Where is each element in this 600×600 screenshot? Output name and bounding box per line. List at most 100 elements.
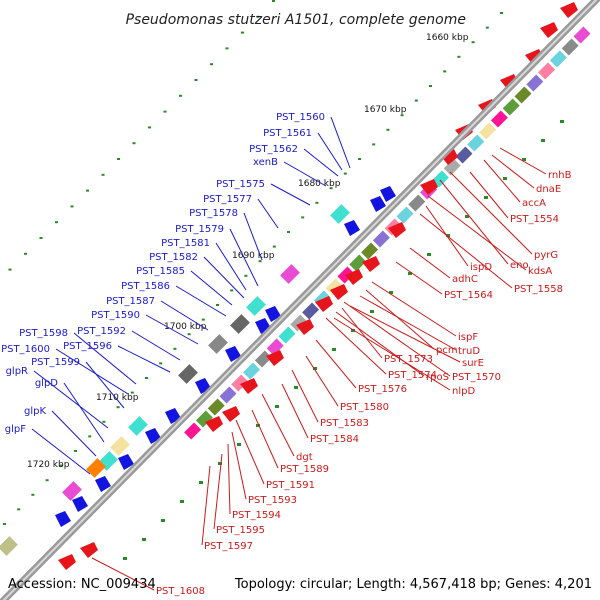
tick-dot xyxy=(560,120,564,123)
feature-band xyxy=(325,278,343,296)
feature-band xyxy=(396,206,414,224)
right-leader-line xyxy=(349,305,461,363)
left-gene-label: PST_1600 xyxy=(1,344,50,355)
feature-band xyxy=(195,410,213,428)
feature-box xyxy=(62,481,82,501)
left-gene-label: PST_1599 xyxy=(31,357,80,368)
forward-gene-arrow xyxy=(222,406,240,422)
left-gene-label: PST_1596 xyxy=(63,341,112,352)
tick-dot xyxy=(55,221,58,224)
feature-band xyxy=(431,170,449,188)
feature-box xyxy=(0,536,18,556)
right-leader-line xyxy=(395,261,443,295)
tick-dot xyxy=(427,253,431,256)
right-leader-line xyxy=(427,195,527,271)
left-leader-line xyxy=(117,345,171,373)
left-leader-line xyxy=(175,285,227,317)
tick-dot xyxy=(132,142,136,145)
right-gene-label: PST_1570 xyxy=(452,372,501,383)
tick-dot xyxy=(343,172,347,175)
tick-dot xyxy=(287,231,290,233)
right-gene-label: rpoS xyxy=(426,372,449,383)
right-gene-label: PST_1583 xyxy=(320,418,369,429)
right-gene-label: truD xyxy=(458,346,480,357)
annotation-layer: 1660 kbp 1670 kbp 1680 kbp 1690 kbp 1700 kbp… xyxy=(1,33,572,597)
right-leader-line xyxy=(325,317,387,375)
feature-band xyxy=(549,50,567,68)
left-leader-line xyxy=(303,148,339,177)
tick-dot xyxy=(541,139,545,142)
forward-gene-arrow xyxy=(315,296,333,312)
tick-dot xyxy=(45,479,49,482)
feature-box xyxy=(246,296,266,316)
tick-dot xyxy=(370,310,374,313)
feature-band xyxy=(467,134,485,152)
right-leader-line xyxy=(359,295,457,351)
right-gene-label: PST_1584 xyxy=(310,434,359,445)
feature-band xyxy=(231,374,249,392)
tick-dot xyxy=(408,272,412,275)
tick-dot xyxy=(485,26,489,29)
left-leader-line xyxy=(283,161,327,187)
forward-gene-arrow xyxy=(440,149,458,165)
right-gene-label: PST_1591 xyxy=(266,480,315,491)
right-gene-label: pyrG xyxy=(534,250,558,261)
tick-dot xyxy=(358,158,361,160)
right-leader-line xyxy=(439,179,509,265)
feature-tracks xyxy=(0,0,591,570)
feature-box xyxy=(128,416,148,436)
left-leader-line xyxy=(145,314,199,345)
right-gene-label: surE xyxy=(462,358,484,369)
map-title: Pseudomonas stutzeri A1501, complete gen… xyxy=(126,12,466,28)
tick-dot xyxy=(429,85,432,87)
left-leader-line xyxy=(190,270,233,306)
tick-dot xyxy=(241,31,244,34)
tick-dot xyxy=(272,0,275,2)
forward-gene-arrow xyxy=(266,350,284,366)
forward-gene-arrow xyxy=(240,378,258,394)
forward-gene-arrow xyxy=(500,74,518,90)
right-leader-line xyxy=(213,453,223,530)
reverse-gene-arrow xyxy=(370,196,386,212)
accession-label: Accession: NC_009434 xyxy=(8,577,156,592)
right-gene-label: PST_1573 xyxy=(384,354,433,365)
tick-dot xyxy=(70,205,74,208)
genome-summary: Topology: circular; Length: 4,567,418 bp… xyxy=(234,577,592,592)
feature-band xyxy=(290,314,308,332)
tick-dot xyxy=(180,500,184,503)
left-leader-line xyxy=(73,332,137,385)
left-gene-label: glpK xyxy=(24,406,46,417)
left-leader-line xyxy=(317,132,343,171)
tick-dot xyxy=(17,508,21,511)
right-leader-line xyxy=(281,383,309,439)
kbp-tick-label: 1710 kbp xyxy=(96,393,139,403)
reverse-gene-arrow xyxy=(265,306,281,322)
left-leader-line xyxy=(55,348,129,395)
feature-band xyxy=(184,422,202,440)
tick-dot xyxy=(148,126,151,129)
tick-dot xyxy=(59,464,63,467)
forward-gene-arrow xyxy=(58,554,76,570)
tick-dot xyxy=(244,274,248,277)
right-gene-label: adhC xyxy=(452,274,478,285)
tick-dot xyxy=(389,291,393,294)
left-leader-line xyxy=(31,428,91,475)
right-leader-line xyxy=(409,247,451,279)
tick-dot xyxy=(500,12,503,14)
reverse-gene-arrow xyxy=(380,186,396,202)
kbp-tick-label: 1700 kbp xyxy=(164,322,207,332)
tick-dot xyxy=(400,114,404,117)
left-leader-line xyxy=(330,116,351,169)
tick-dot xyxy=(230,289,234,292)
feature-band xyxy=(502,98,520,116)
right-gene-label: PST_1593 xyxy=(248,495,297,506)
tick-dot xyxy=(446,234,450,237)
right-leader-line xyxy=(483,159,521,203)
tick-dot xyxy=(194,79,198,81)
feature-band xyxy=(479,122,497,140)
left-gene-label: PST_1575 xyxy=(216,179,265,190)
feature-band xyxy=(207,398,225,416)
left-gene-label: PST_1586 xyxy=(121,281,170,292)
tick-dot xyxy=(173,347,177,350)
